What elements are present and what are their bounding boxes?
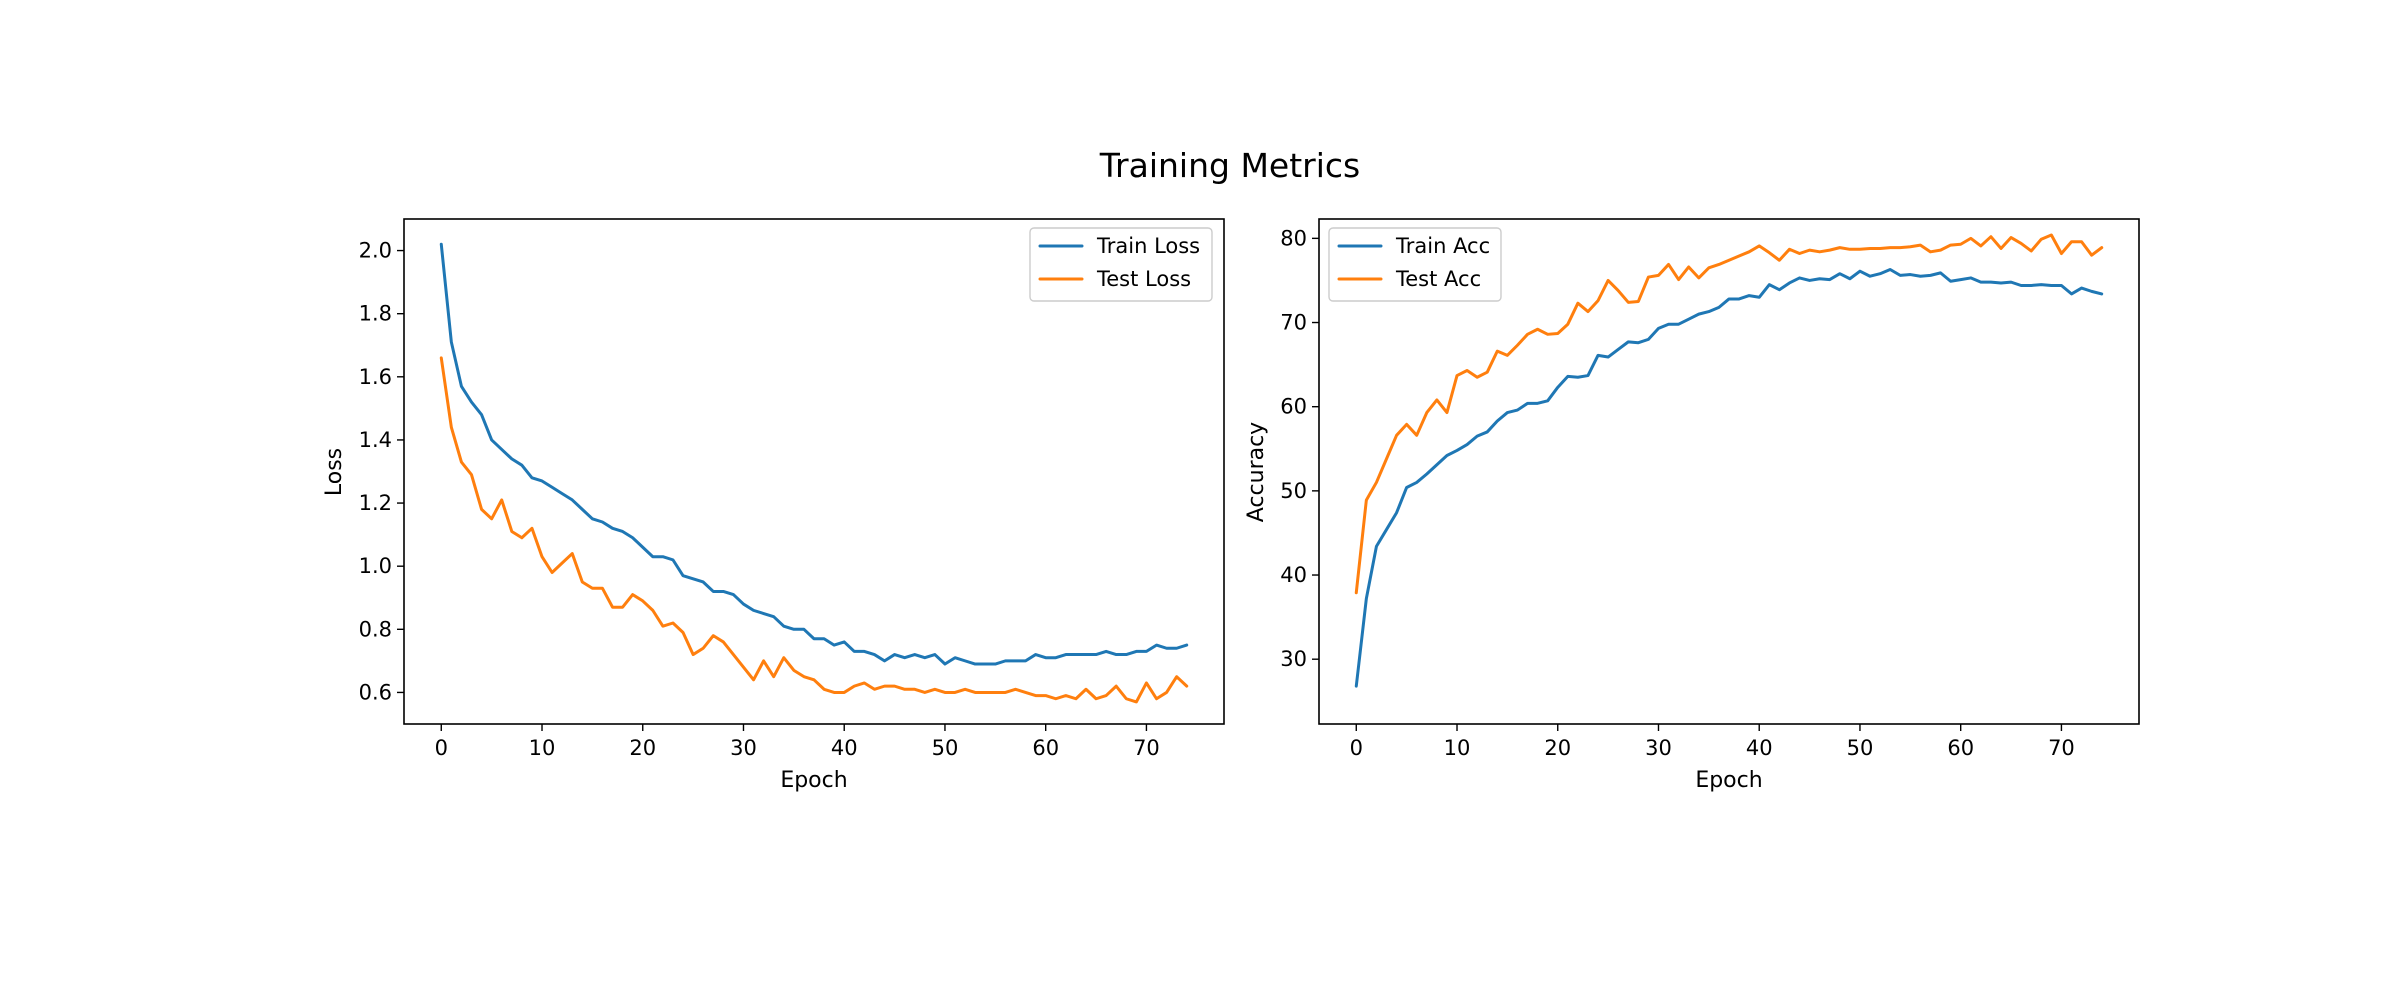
figure-title: Training Metrics [1099, 146, 1361, 185]
loss-x-tick-label: 10 [529, 736, 556, 760]
loss-chart: 0 10 20 30 40 50 60 70 0.6 0.8 1.0 1.2 1.4 1.6 1.8 2.0… [322, 218, 1225, 793]
series-line-test-loss [439, 356, 1189, 704]
legend-label-test-acc: Test Acc [1395, 267, 1481, 291]
accuracy-x-tick-label: 70 [2048, 736, 2075, 760]
loss-y-tick-label: 1.8 [359, 302, 392, 326]
accuracy-y-tick-label: 70 [1280, 311, 1307, 335]
loss-x-axis-label: Epoch [780, 768, 847, 793]
loss-y-tick-label: 1.6 [359, 365, 392, 389]
accuracy-y-axis-label: Accuracy [1244, 422, 1269, 522]
accuracy-x-tick-label: 60 [1947, 736, 1974, 760]
accuracy-y-tick-label: 80 [1280, 226, 1307, 250]
legend-label-test-loss: Test Loss [1096, 267, 1191, 291]
loss-x-tick-label: 50 [932, 736, 959, 760]
loss-y-axis-label: Loss [322, 448, 347, 496]
accuracy-y-tick-label: 50 [1280, 479, 1307, 503]
accuracy-x-ticks: 0 10 20 30 40 50 60 70 [1350, 724, 2075, 760]
loss-y-tick-label: 1.0 [359, 554, 392, 578]
accuracy-x-axis-label: Epoch [1695, 768, 1762, 793]
accuracy-y-ticks: 30 40 50 60 70 80 [1280, 226, 1319, 671]
loss-series-lines [439, 242, 1189, 704]
loss-x-tick-label: 0 [435, 736, 448, 760]
loss-legend: Train Loss Test Loss [1029, 227, 1213, 302]
series-line-test-acc [1354, 233, 2104, 595]
loss-x-tick-label: 70 [1133, 736, 1160, 760]
loss-x-tick-label: 60 [1032, 736, 1059, 760]
accuracy-x-tick-label: 0 [1350, 736, 1363, 760]
accuracy-x-tick-label: 50 [1847, 736, 1874, 760]
loss-y-tick-label: 2.0 [359, 239, 392, 263]
loss-x-tick-label: 20 [629, 736, 656, 760]
loss-x-tick-label: 30 [730, 736, 757, 760]
accuracy-series-lines [1354, 233, 2104, 688]
loss-y-tick-label: 0.8 [359, 617, 392, 641]
accuracy-y-tick-label: 40 [1280, 563, 1307, 587]
loss-y-tick-label: 0.6 [359, 680, 392, 704]
series-line-train-loss [439, 242, 1189, 666]
accuracy-y-tick-label: 30 [1280, 647, 1307, 671]
accuracy-x-tick-label: 30 [1645, 736, 1672, 760]
accuracy-chart: 0 10 20 30 40 50 60 70 30 40 50 60 70 80 Epoch Accur… [1244, 218, 2140, 793]
loss-x-ticks: 0 10 20 30 40 50 60 70 [435, 724, 1160, 760]
loss-y-tick-label: 1.2 [359, 491, 392, 515]
loss-x-tick-label: 40 [831, 736, 858, 760]
accuracy-legend: Train Acc Test Acc [1328, 227, 1502, 302]
accuracy-x-tick-label: 20 [1544, 736, 1571, 760]
loss-y-ticks: 0.6 0.8 1.0 1.2 1.4 1.6 1.8 2.0 [359, 239, 404, 704]
accuracy-x-tick-label: 10 [1444, 736, 1471, 760]
series-line-train-acc [1354, 268, 2104, 688]
accuracy-x-tick-label: 40 [1746, 736, 1773, 760]
loss-y-tick-label: 1.4 [359, 428, 392, 452]
accuracy-y-tick-label: 60 [1280, 395, 1307, 419]
legend-label-train-loss: Train Loss [1096, 234, 1200, 258]
accuracy-plot-frame [1318, 218, 2140, 725]
legend-label-train-acc: Train Acc [1395, 234, 1490, 258]
loss-plot-frame [403, 218, 1225, 725]
